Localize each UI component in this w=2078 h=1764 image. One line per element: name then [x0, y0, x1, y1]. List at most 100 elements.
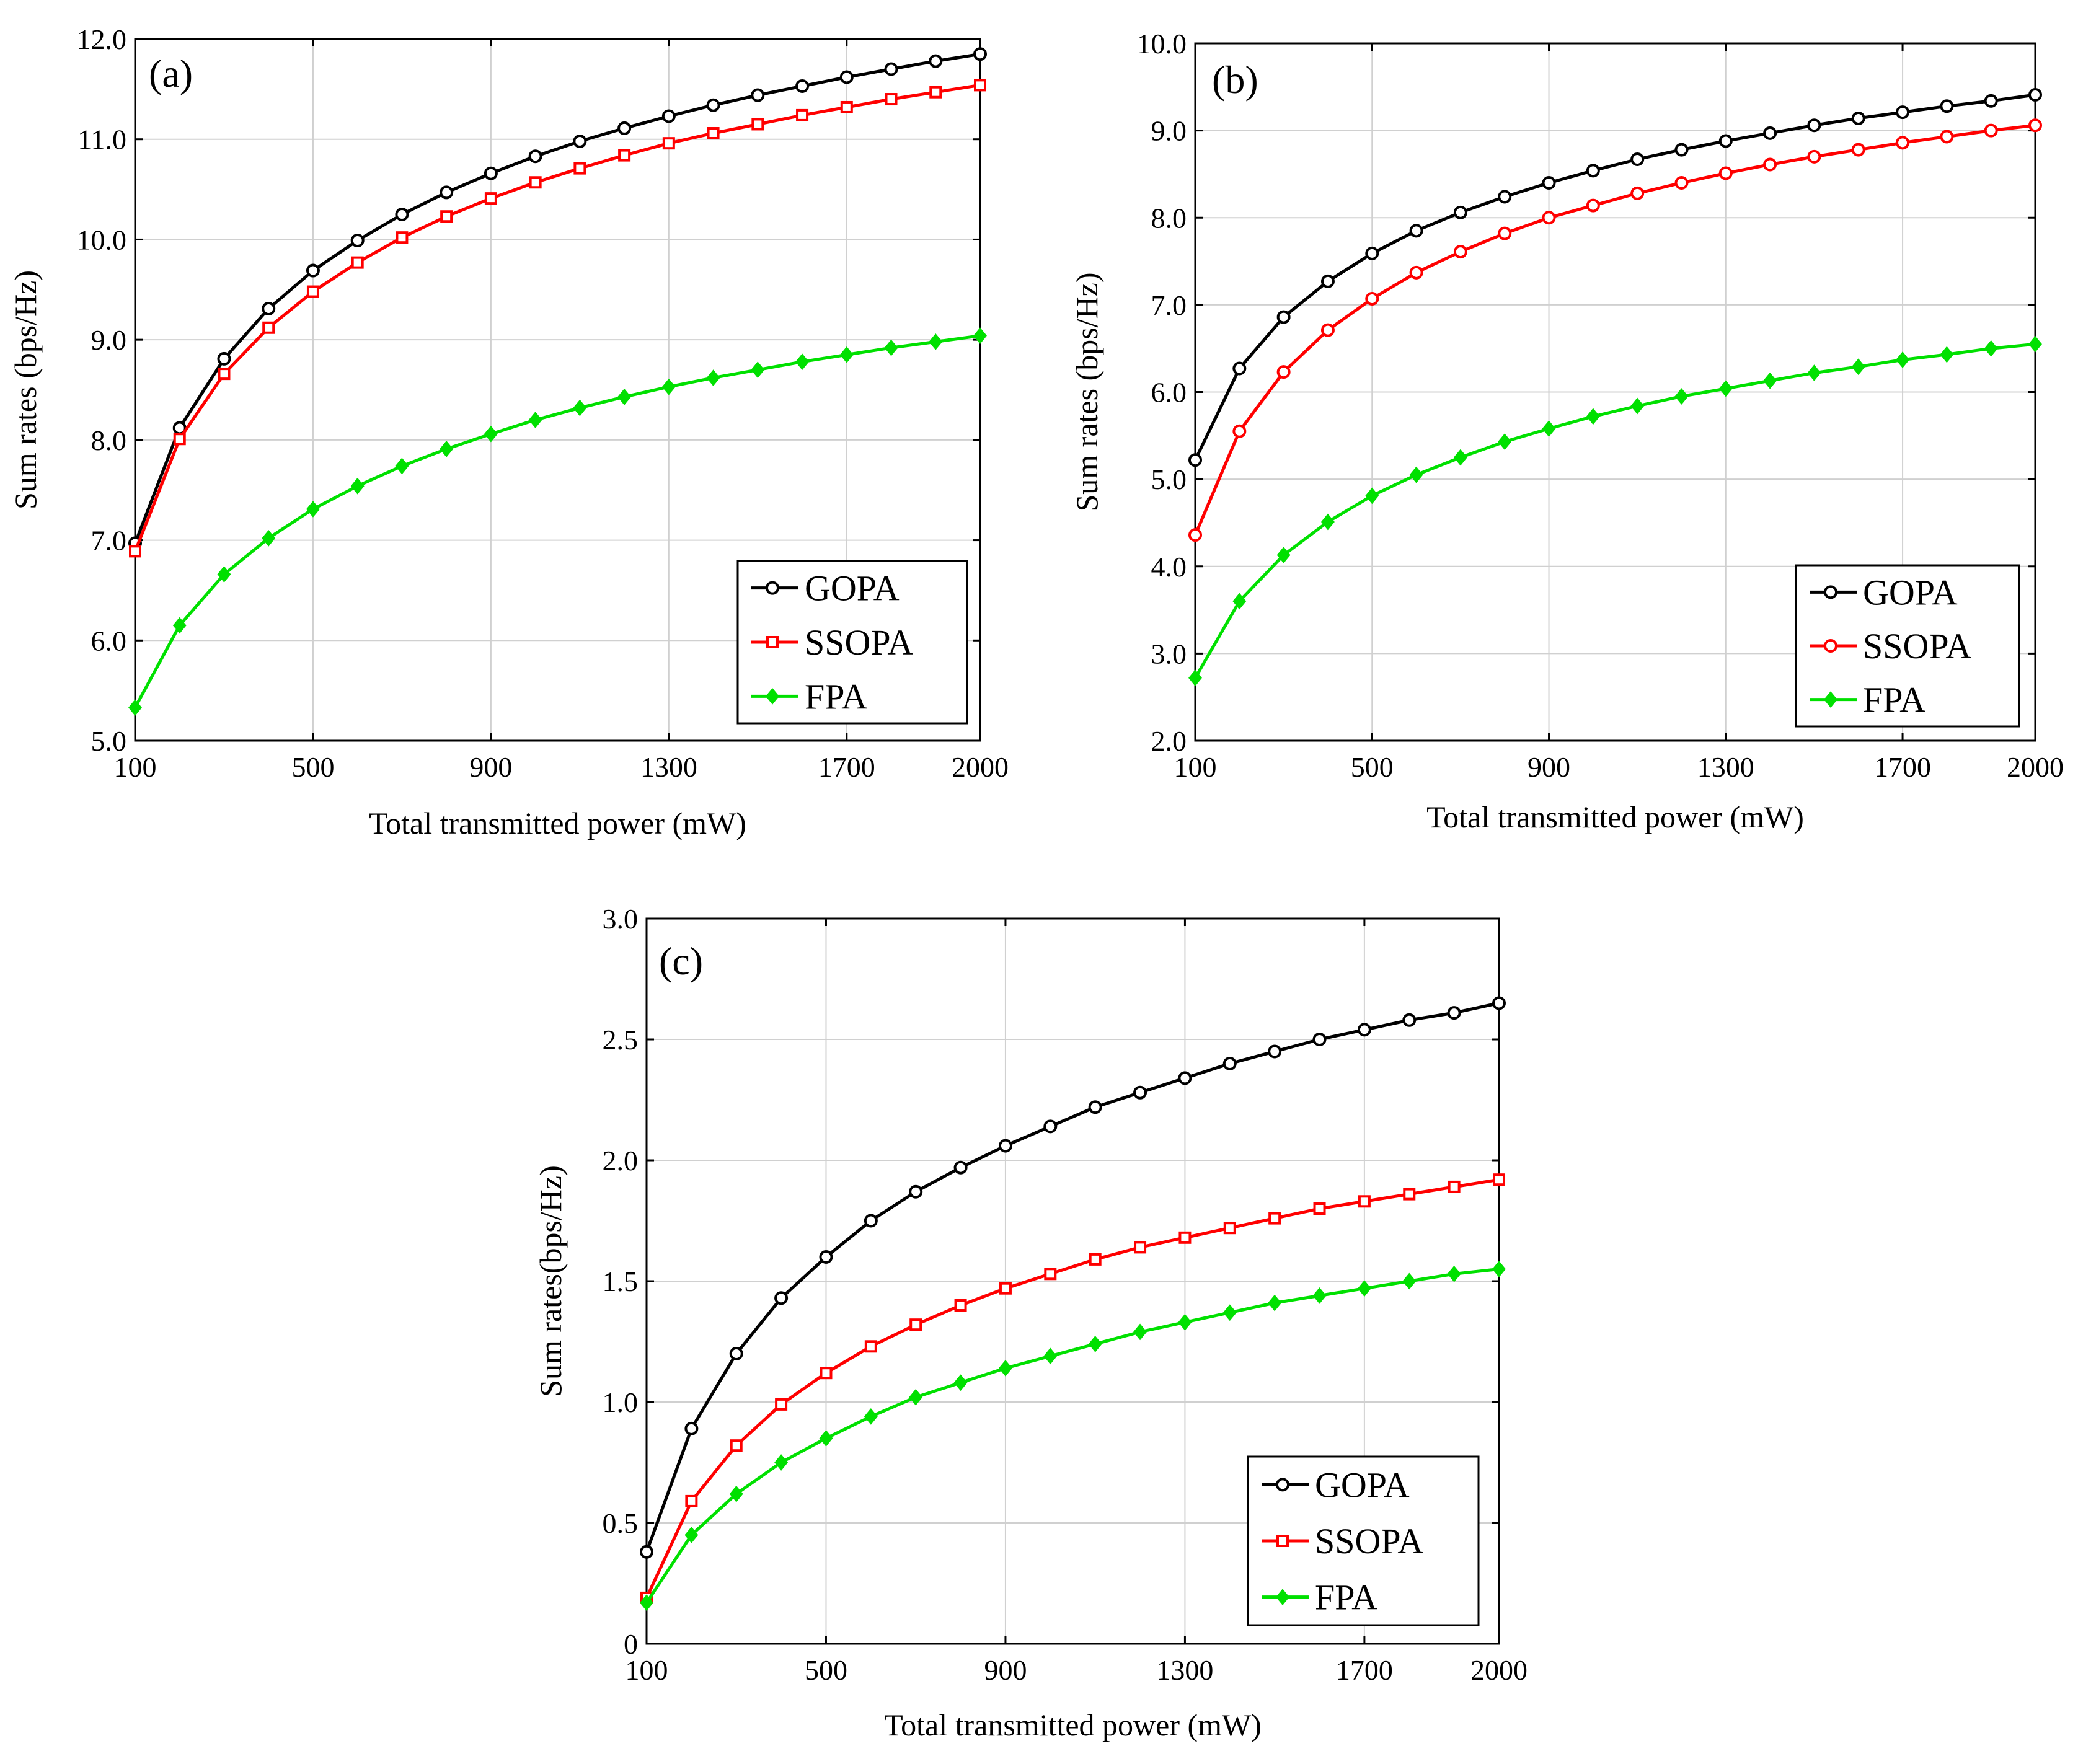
y-tick-label: 2.5	[603, 1024, 639, 1056]
ssopa-point	[1896, 136, 1910, 150]
y-tick-label: 7.0	[1151, 289, 1187, 321]
fpa-point	[1851, 358, 1865, 376]
x-tick-label: 500	[291, 751, 334, 783]
fpa-point	[774, 1454, 789, 1471]
ssopa-point	[1542, 211, 1556, 225]
y-tick-label: 8.0	[91, 425, 127, 456]
ssopa-point	[529, 176, 542, 189]
ssopa-point	[1448, 1180, 1461, 1193]
gopa-point	[1043, 1119, 1058, 1134]
gopa-point	[350, 234, 365, 248]
gopa-point	[1222, 1057, 1237, 1070]
y-tick-label: 6.0	[1151, 377, 1187, 408]
series-fpa	[640, 1261, 1506, 1612]
ssopa-point	[1403, 1188, 1416, 1201]
y-tick-label: 2.0	[603, 1145, 639, 1176]
fpa-point	[684, 1527, 699, 1543]
ssopa-point	[1940, 130, 1954, 144]
ssopa-point	[218, 368, 231, 381]
fpa-point	[819, 1430, 833, 1447]
ssopa-point	[1223, 1222, 1236, 1235]
gopa-line	[133, 52, 981, 544]
gopa-point	[1088, 1100, 1102, 1114]
ssopa-point	[974, 79, 986, 92]
y-tick-label: 11.0	[77, 124, 126, 156]
gopa-point	[1630, 152, 1645, 167]
y-tick-label: 2.0	[1151, 725, 1187, 757]
legend-marker	[1824, 639, 1837, 653]
x-tick-label: 1300	[1697, 751, 1754, 783]
fpa-point	[864, 1408, 878, 1425]
ssopa-point	[1851, 143, 1865, 157]
gopa-point	[1268, 1044, 1282, 1059]
gopa-point	[1984, 94, 1998, 108]
ssopa-point	[1044, 1268, 1057, 1281]
ssopa-point	[1089, 1253, 1102, 1266]
gopa-point	[751, 88, 765, 102]
ssopa-point	[573, 162, 586, 175]
gopa-point	[440, 185, 454, 200]
gopa-point	[929, 54, 943, 68]
gopa-point	[953, 1160, 968, 1175]
fpa-point	[128, 699, 142, 716]
legend: GOPA SSOPA FPA	[1795, 564, 2020, 728]
legend-marker	[1276, 1478, 1289, 1492]
gopa-point	[573, 134, 587, 148]
ssopa-point	[1232, 424, 1247, 438]
gopa-point	[795, 79, 810, 94]
gopa-line	[645, 1002, 1500, 1553]
fpa-point	[909, 1388, 923, 1406]
y-tick-label: 8.0	[1151, 202, 1187, 234]
ssopa-point	[909, 1318, 922, 1331]
gopa-point	[484, 166, 498, 180]
x-tick-label: 900	[984, 1654, 1027, 1686]
y-tick-label: 0.5	[603, 1507, 639, 1539]
gopa-point	[1276, 310, 1291, 324]
x-tick-label: 1700	[1874, 751, 1931, 783]
ssopa-point	[2028, 118, 2042, 133]
series-ssopa	[1188, 118, 2042, 542]
x-tick-label: 1700	[818, 751, 875, 783]
gopa-point	[1807, 118, 1821, 133]
gopa-point	[528, 149, 542, 164]
x-tick-label: 100	[626, 1654, 668, 1686]
gopa-line	[1193, 93, 2036, 461]
fpa-point	[884, 339, 898, 356]
series-ssopa	[129, 79, 986, 558]
y-tick-label: 5.0	[1151, 464, 1187, 495]
y-tick-label: 12.0	[77, 24, 127, 55]
gopa-point	[1542, 176, 1556, 190]
fpa-line	[133, 334, 981, 708]
gopa-point	[1896, 105, 1910, 120]
y-tick-label: 7.0	[91, 525, 127, 557]
x-axis-label: Total transmitted power (mW)	[369, 806, 746, 840]
fpa-point	[573, 399, 587, 417]
ssopa-point	[351, 256, 364, 269]
x-tick-label: 900	[1528, 751, 1570, 783]
series-gopa	[1188, 87, 2042, 467]
gopa-point	[909, 1184, 923, 1199]
plot-frame	[134, 38, 981, 742]
ssopa-point	[129, 545, 141, 558]
legend-label: FPA	[1863, 680, 1925, 720]
fpa-point	[350, 477, 365, 495]
fpa-point	[262, 529, 276, 547]
x-tick-label: 1300	[1156, 1654, 1213, 1686]
fpa-point	[1409, 466, 1423, 483]
legend-marker	[1276, 1535, 1289, 1547]
ssopa-point	[1498, 226, 1512, 240]
fpa-point	[1498, 433, 1512, 451]
gopa-point	[1402, 1013, 1417, 1027]
ssopa-point	[484, 192, 497, 205]
ssopa-line	[133, 83, 981, 552]
y-tick-label: 6.0	[91, 625, 127, 656]
legend-label: SSOPA	[805, 622, 913, 663]
ssopa-point	[1365, 292, 1379, 306]
fpa-point	[953, 1374, 968, 1391]
legend-label: GOPA	[1315, 1465, 1410, 1505]
fpa-point	[999, 1360, 1012, 1377]
gopa-point	[1320, 274, 1335, 288]
fpa-point	[1043, 1347, 1058, 1365]
x-tick-label: 100	[114, 751, 157, 783]
ssopa-point	[1276, 365, 1291, 379]
